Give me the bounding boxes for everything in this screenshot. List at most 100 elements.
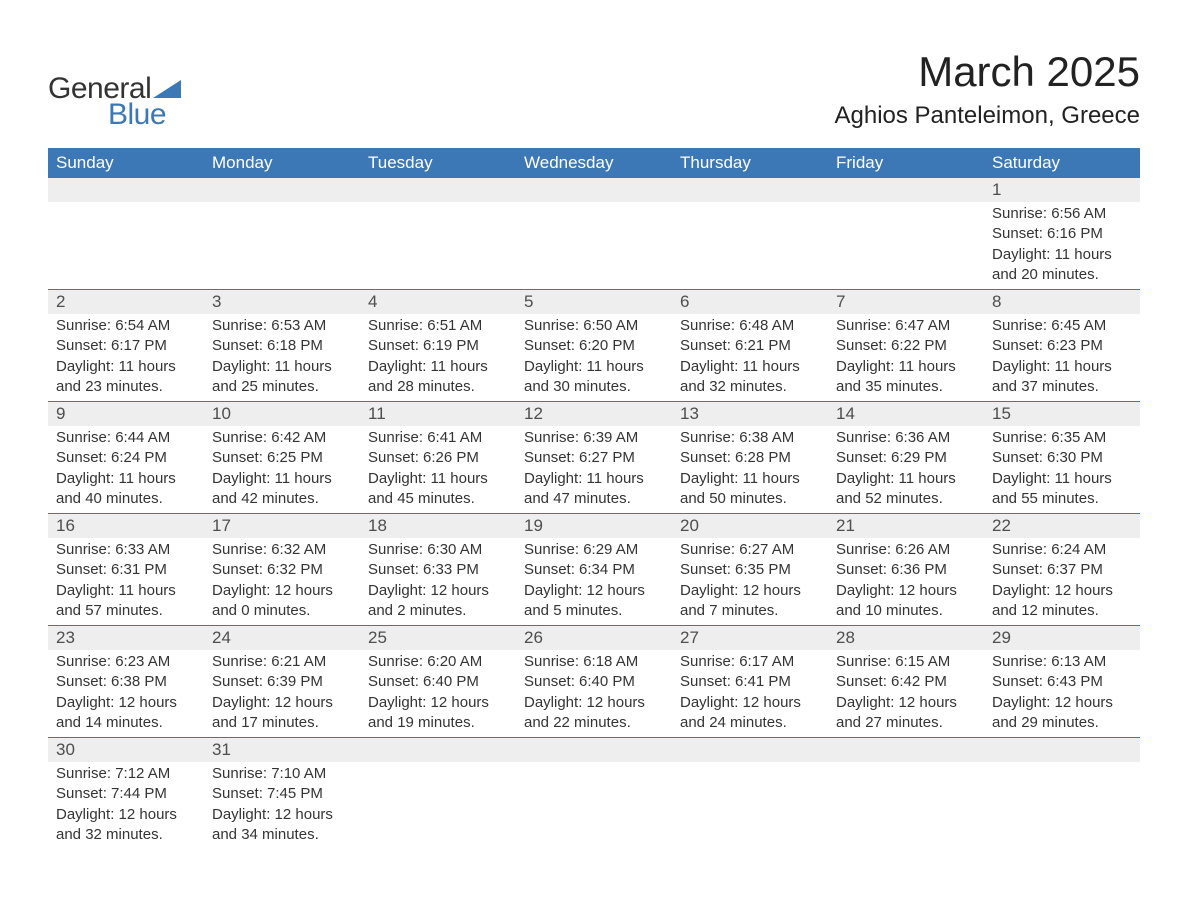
day-detail-line: and 52 minutes.: [836, 489, 976, 509]
calendar-cell: [672, 178, 828, 290]
calendar-table: Sunday Monday Tuesday Wednesday Thursday…: [48, 148, 1140, 849]
day-detail-line: Daylight: 11 hours: [992, 357, 1132, 377]
day-detail-line: Sunset: 6:33 PM: [368, 560, 508, 580]
calendar-cell: 20Sunrise: 6:27 AMSunset: 6:35 PMDayligh…: [672, 514, 828, 626]
day-detail-line: Sunrise: 6:45 AM: [992, 316, 1132, 336]
day-details: Sunrise: 6:54 AMSunset: 6:17 PMDaylight:…: [48, 314, 204, 401]
weekday-header: Wednesday: [516, 148, 672, 178]
day-detail-line: Sunrise: 6:36 AM: [836, 428, 976, 448]
day-detail-line: Daylight: 12 hours: [56, 805, 196, 825]
day-details: Sunrise: 6:35 AMSunset: 6:30 PMDaylight:…: [984, 426, 1140, 513]
day-detail-line: Daylight: 12 hours: [836, 693, 976, 713]
calendar-cell: 24Sunrise: 6:21 AMSunset: 6:39 PMDayligh…: [204, 626, 360, 738]
day-detail-line: and 37 minutes.: [992, 377, 1132, 397]
day-details: Sunrise: 6:48 AMSunset: 6:21 PMDaylight:…: [672, 314, 828, 401]
calendar-cell: [204, 178, 360, 290]
day-detail-line: Sunset: 6:24 PM: [56, 448, 196, 468]
location: Aghios Panteleimon, Greece: [834, 102, 1140, 130]
day-detail-line: Daylight: 11 hours: [836, 357, 976, 377]
day-details: Sunrise: 6:24 AMSunset: 6:37 PMDaylight:…: [984, 538, 1140, 625]
calendar-body: 1Sunrise: 6:56 AMSunset: 6:16 PMDaylight…: [48, 178, 1140, 849]
day-number: 30: [48, 738, 204, 762]
day-detail-line: Daylight: 11 hours: [524, 469, 664, 489]
day-detail-line: Sunrise: 6:32 AM: [212, 540, 352, 560]
calendar-cell: 27Sunrise: 6:17 AMSunset: 6:41 PMDayligh…: [672, 626, 828, 738]
calendar-cell: 21Sunrise: 6:26 AMSunset: 6:36 PMDayligh…: [828, 514, 984, 626]
calendar-cell: 8Sunrise: 6:45 AMSunset: 6:23 PMDaylight…: [984, 290, 1140, 402]
calendar-cell: [828, 178, 984, 290]
day-details: Sunrise: 6:41 AMSunset: 6:26 PMDaylight:…: [360, 426, 516, 513]
day-details: Sunrise: 6:33 AMSunset: 6:31 PMDaylight:…: [48, 538, 204, 625]
calendar-cell: 9Sunrise: 6:44 AMSunset: 6:24 PMDaylight…: [48, 402, 204, 514]
calendar-cell: 31Sunrise: 7:10 AMSunset: 7:45 PMDayligh…: [204, 738, 360, 850]
title-block: March 2025 Aghios Panteleimon, Greece: [834, 48, 1140, 130]
day-details: Sunrise: 6:38 AMSunset: 6:28 PMDaylight:…: [672, 426, 828, 513]
day-details: Sunrise: 7:10 AMSunset: 7:45 PMDaylight:…: [204, 762, 360, 849]
day-number: 21: [828, 514, 984, 538]
day-details: Sunrise: 6:13 AMSunset: 6:43 PMDaylight:…: [984, 650, 1140, 737]
day-detail-line: Sunset: 6:43 PM: [992, 672, 1132, 692]
day-detail-line: and 34 minutes.: [212, 825, 352, 845]
day-number: [48, 178, 204, 202]
day-detail-line: Daylight: 12 hours: [524, 693, 664, 713]
calendar-cell: 15Sunrise: 6:35 AMSunset: 6:30 PMDayligh…: [984, 402, 1140, 514]
day-detail-line: Daylight: 12 hours: [368, 581, 508, 601]
day-details: Sunrise: 6:21 AMSunset: 6:39 PMDaylight:…: [204, 650, 360, 737]
day-details: Sunrise: 6:26 AMSunset: 6:36 PMDaylight:…: [828, 538, 984, 625]
calendar-cell: 6Sunrise: 6:48 AMSunset: 6:21 PMDaylight…: [672, 290, 828, 402]
day-number: 7: [828, 290, 984, 314]
day-detail-line: and 45 minutes.: [368, 489, 508, 509]
day-details: Sunrise: 6:47 AMSunset: 6:22 PMDaylight:…: [828, 314, 984, 401]
day-detail-line: Sunset: 6:31 PM: [56, 560, 196, 580]
day-detail-line: Sunrise: 6:17 AM: [680, 652, 820, 672]
day-details: Sunrise: 6:15 AMSunset: 6:42 PMDaylight:…: [828, 650, 984, 737]
day-details: [828, 202, 984, 278]
day-detail-line: and 19 minutes.: [368, 713, 508, 733]
calendar-cell: 29Sunrise: 6:13 AMSunset: 6:43 PMDayligh…: [984, 626, 1140, 738]
day-detail-line: Sunset: 6:26 PM: [368, 448, 508, 468]
weekday-header-row: Sunday Monday Tuesday Wednesday Thursday…: [48, 148, 1140, 178]
day-detail-line: Sunset: 6:34 PM: [524, 560, 664, 580]
day-details: Sunrise: 6:27 AMSunset: 6:35 PMDaylight:…: [672, 538, 828, 625]
day-details: Sunrise: 6:56 AMSunset: 6:16 PMDaylight:…: [984, 202, 1140, 289]
calendar-week-row: 1Sunrise: 6:56 AMSunset: 6:16 PMDaylight…: [48, 178, 1140, 290]
day-detail-line: Sunset: 6:16 PM: [992, 224, 1132, 244]
day-number: 14: [828, 402, 984, 426]
calendar-cell: 18Sunrise: 6:30 AMSunset: 6:33 PMDayligh…: [360, 514, 516, 626]
calendar-week-row: 9Sunrise: 6:44 AMSunset: 6:24 PMDaylight…: [48, 402, 1140, 514]
day-detail-line: Daylight: 12 hours: [368, 693, 508, 713]
day-detail-line: Sunset: 6:20 PM: [524, 336, 664, 356]
day-number: 8: [984, 290, 1140, 314]
day-detail-line: Sunset: 7:44 PM: [56, 784, 196, 804]
day-detail-line: and 0 minutes.: [212, 601, 352, 621]
day-detail-line: Sunset: 6:22 PM: [836, 336, 976, 356]
day-number: 20: [672, 514, 828, 538]
day-number: 23: [48, 626, 204, 650]
day-detail-line: and 25 minutes.: [212, 377, 352, 397]
day-detail-line: and 2 minutes.: [368, 601, 508, 621]
day-detail-line: Sunrise: 6:51 AM: [368, 316, 508, 336]
day-detail-line: Sunset: 6:28 PM: [680, 448, 820, 468]
day-detail-line: Sunset: 6:30 PM: [992, 448, 1132, 468]
day-detail-line: Sunrise: 6:23 AM: [56, 652, 196, 672]
day-details: Sunrise: 6:42 AMSunset: 6:25 PMDaylight:…: [204, 426, 360, 513]
day-number: 1: [984, 178, 1140, 202]
day-detail-line: Sunset: 6:19 PM: [368, 336, 508, 356]
day-number: [828, 178, 984, 202]
logo: General Blue: [48, 48, 181, 132]
day-detail-line: Sunset: 6:39 PM: [212, 672, 352, 692]
calendar-cell: 5Sunrise: 6:50 AMSunset: 6:20 PMDaylight…: [516, 290, 672, 402]
calendar-cell: [516, 738, 672, 850]
day-detail-line: Sunset: 6:27 PM: [524, 448, 664, 468]
calendar-week-row: 23Sunrise: 6:23 AMSunset: 6:38 PMDayligh…: [48, 626, 1140, 738]
day-detail-line: and 28 minutes.: [368, 377, 508, 397]
day-detail-line: Sunrise: 6:20 AM: [368, 652, 508, 672]
calendar-cell: 26Sunrise: 6:18 AMSunset: 6:40 PMDayligh…: [516, 626, 672, 738]
day-detail-line: Daylight: 12 hours: [524, 581, 664, 601]
calendar-cell: 30Sunrise: 7:12 AMSunset: 7:44 PMDayligh…: [48, 738, 204, 850]
day-details: [828, 762, 984, 768]
calendar-cell: 17Sunrise: 6:32 AMSunset: 6:32 PMDayligh…: [204, 514, 360, 626]
calendar-cell: 22Sunrise: 6:24 AMSunset: 6:37 PMDayligh…: [984, 514, 1140, 626]
day-detail-line: Sunset: 6:17 PM: [56, 336, 196, 356]
calendar-cell: 19Sunrise: 6:29 AMSunset: 6:34 PMDayligh…: [516, 514, 672, 626]
